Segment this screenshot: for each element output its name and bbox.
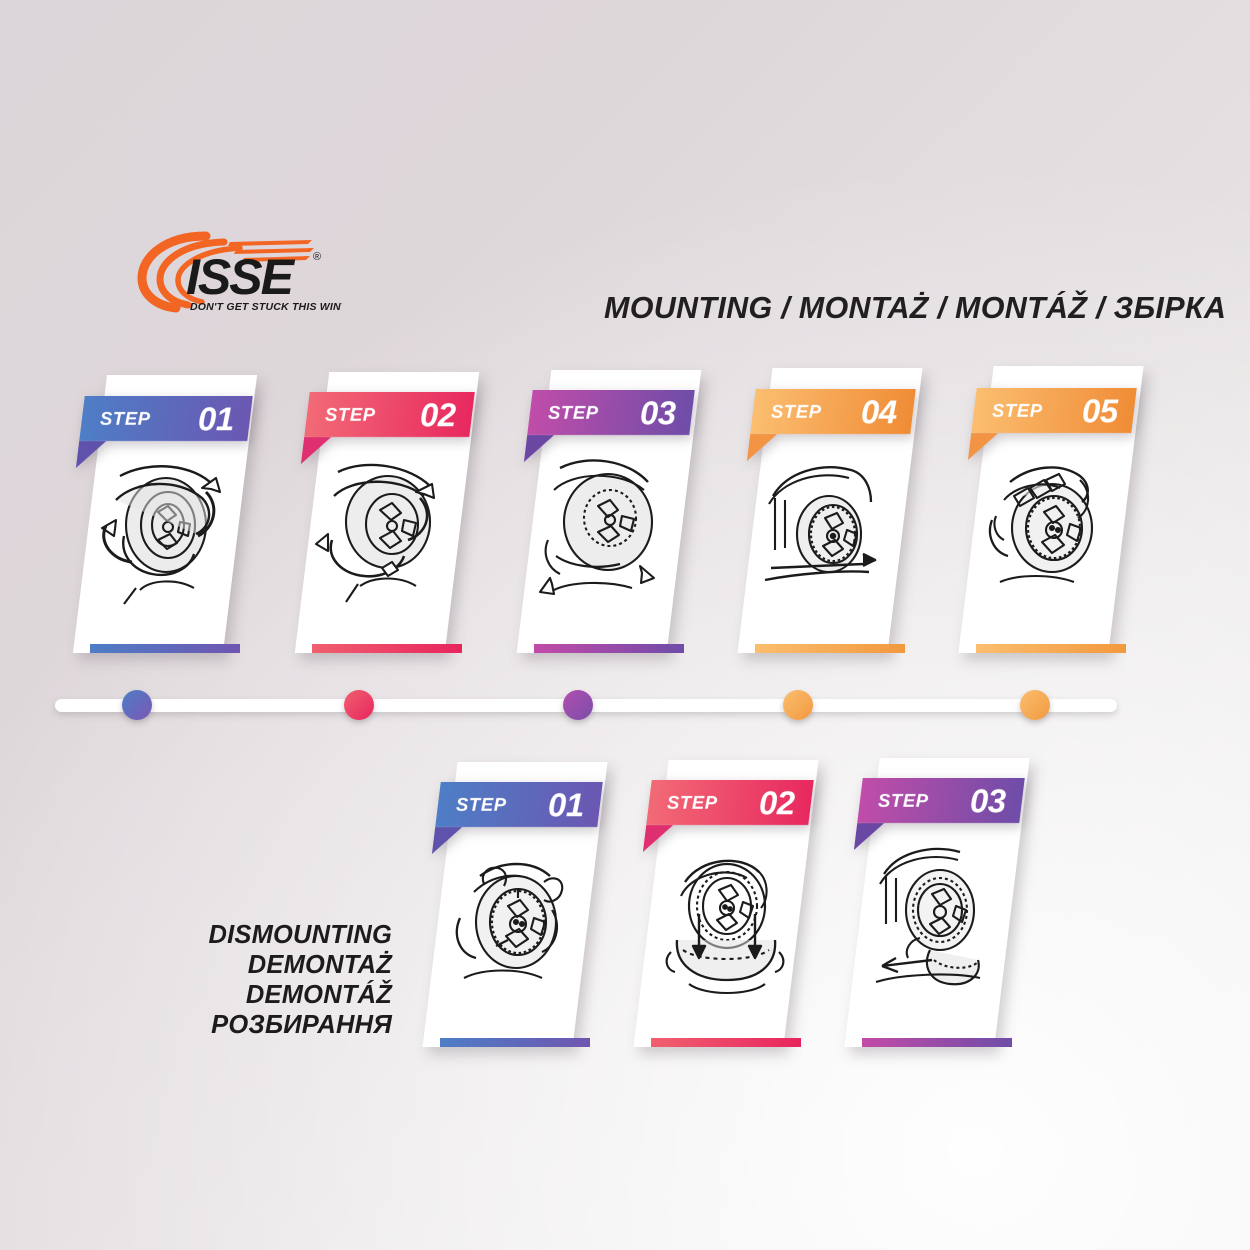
card-base-bar-dismount-03: [862, 1038, 1012, 1047]
isse-logo: ISSE ® DON'T GET STUCK THIS WINTER: [132, 222, 342, 322]
logo-tagline: DON'T GET STUCK THIS WINTER: [190, 301, 342, 313]
card-base-bar-dismount-02: [651, 1038, 801, 1047]
step-badge-number: 05: [1082, 391, 1118, 429]
dismounting-title-line-2: DEMONTAŻ: [247, 951, 392, 979]
step-badge-dismount-03[interactable]: STEP 03: [857, 778, 1025, 823]
illustration-dismount-03: [862, 758, 1012, 1047]
step-card-dismount-01[interactable]: [422, 762, 608, 1047]
step-badge-number: 03: [970, 781, 1006, 819]
timeline-dot-03[interactable]: [563, 690, 593, 720]
isse-logo-graphic: ISSE ® DON'T GET STUCK THIS WINTER: [137, 231, 342, 313]
timeline-dot-02[interactable]: [344, 690, 374, 720]
illustration-mount-03: [534, 370, 684, 653]
step-badge-number: 02: [759, 783, 795, 821]
step-badge-number: 02: [420, 395, 456, 433]
step-badge-label: STEP: [456, 793, 507, 815]
step-card-mount-01[interactable]: [72, 375, 258, 653]
step-badge-label: STEP: [878, 789, 929, 811]
dismounting-title-line-1: DISMOUNTING: [208, 921, 392, 949]
step-badge-label: STEP: [325, 403, 376, 425]
card-base-bar-mount-02: [312, 644, 462, 653]
registered-mark: ®: [313, 251, 321, 263]
illustration-mount-02: [312, 372, 462, 653]
isse-wordmark: ISSE: [186, 249, 296, 305]
step-badge-number: 03: [640, 393, 676, 431]
illustration-mount-05: [976, 366, 1126, 653]
step-badge-label: STEP: [771, 400, 822, 422]
timeline-dot-01[interactable]: [122, 690, 152, 720]
step-card-dismount-02[interactable]: [633, 760, 819, 1047]
mounting-title: MOUNTING / MONTAŻ / MONTÁŽ / ЗБІРКА: [604, 291, 1227, 325]
step-badge-label: STEP: [992, 399, 1043, 421]
step-badge-label: STEP: [100, 407, 151, 429]
card-base-bar-mount-04: [755, 644, 905, 653]
step-card-mount-05[interactable]: [958, 366, 1144, 653]
step-badge-number: 01: [548, 785, 584, 823]
illustration-mount-01: [90, 375, 240, 653]
step-badge-mount-02[interactable]: STEP 02: [304, 392, 475, 437]
step-badge-number: 04: [861, 392, 897, 430]
step-card-dismount-03[interactable]: [844, 758, 1030, 1047]
step-badge-mount-01[interactable]: STEP 01: [79, 396, 253, 441]
step-badge-mount-03[interactable]: STEP 03: [527, 390, 695, 435]
card-base-bar-dismount-01: [440, 1038, 590, 1047]
step-card-mount-03[interactable]: [516, 370, 702, 653]
dismounting-title-line-4: РОЗБИРАННЯ: [211, 1011, 392, 1039]
step-card-mount-02[interactable]: [294, 372, 480, 653]
step-badge-number: 01: [198, 399, 234, 437]
step-badge-dismount-02[interactable]: STEP 02: [646, 780, 814, 825]
step-badge-mount-04[interactable]: STEP 04: [750, 389, 916, 434]
dismounting-title-line-3: DEMONTÁŽ: [245, 981, 392, 1009]
card-base-bar-mount-03: [534, 644, 684, 653]
card-base-bar-mount-01: [90, 644, 240, 653]
step-badge-label: STEP: [667, 791, 718, 813]
illustration-mount-04: [755, 368, 905, 653]
timeline-dot-04[interactable]: [783, 690, 813, 720]
step-badge-label: STEP: [548, 401, 599, 423]
step-badge-dismount-01[interactable]: STEP 01: [435, 782, 603, 827]
dismounting-title: DISMOUNTING DEMONTAŻ DEMONTÁŽ РОЗБИРАННЯ: [130, 920, 392, 1040]
illustration-dismount-02: [651, 760, 801, 1047]
illustration-dismount-01: [440, 762, 590, 1047]
card-base-bar-mount-05: [976, 644, 1126, 653]
timeline-dot-05[interactable]: [1020, 690, 1050, 720]
step-badge-mount-05[interactable]: STEP 05: [971, 388, 1137, 433]
step-card-mount-04[interactable]: [737, 368, 923, 653]
